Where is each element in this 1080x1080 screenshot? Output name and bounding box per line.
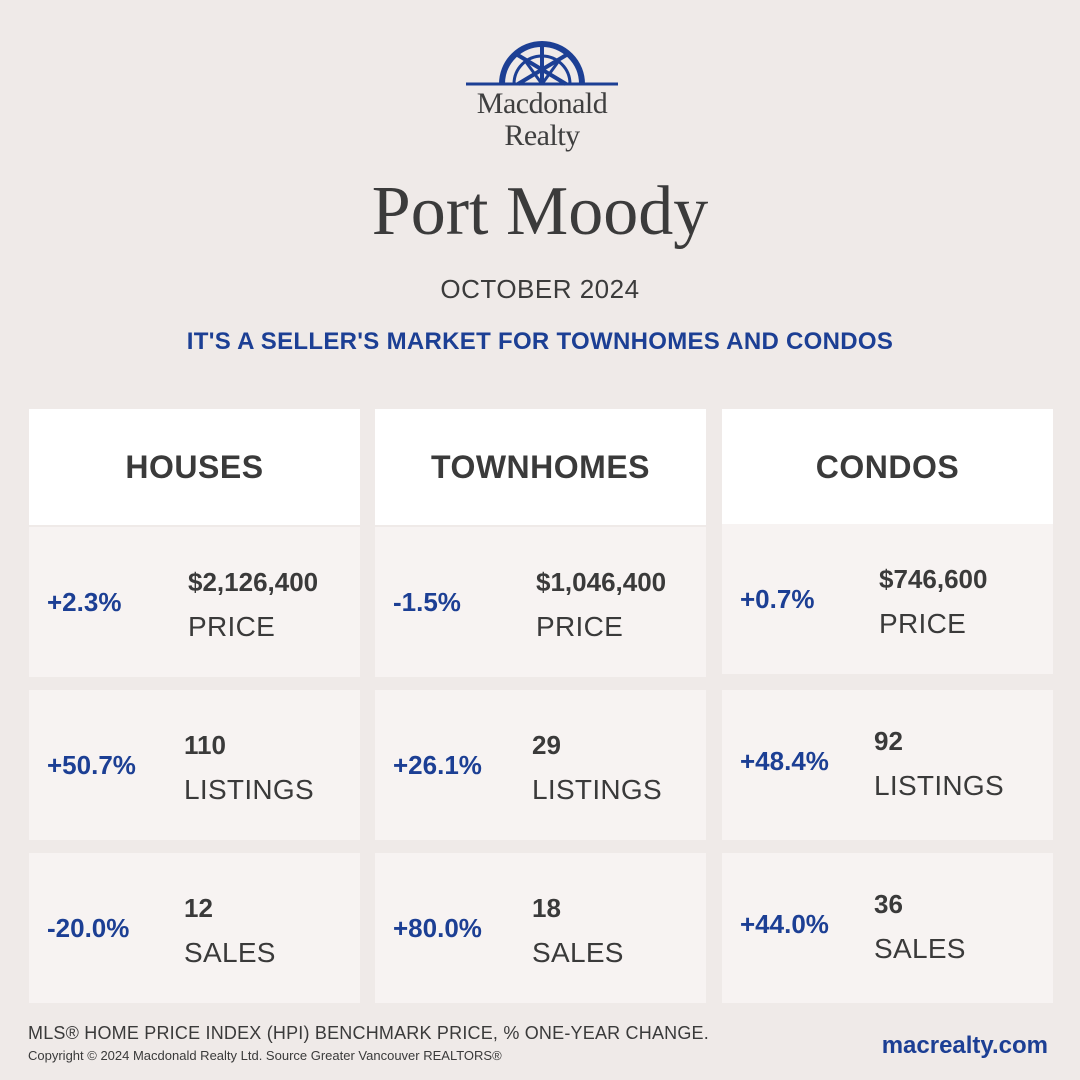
- logo-text-line1: Macdonald: [476, 87, 608, 120]
- price-card: +0.7% $746,600 PRICE: [722, 524, 1053, 674]
- sales-card: +44.0% 36 SALES: [722, 853, 1053, 1003]
- column-header: TOWNHOMES: [375, 409, 706, 525]
- listings-label: LISTINGS: [532, 774, 662, 805]
- logo-text-line2: Realty: [504, 119, 580, 152]
- listings-value: 29: [532, 730, 561, 760]
- website-link[interactable]: macrealty.com: [881, 1032, 1048, 1059]
- listings-label: LISTINGS: [184, 774, 314, 805]
- price-change: +2.3%: [47, 586, 122, 617]
- sales-label: SALES: [874, 933, 966, 964]
- copyright-text: Copyright © 2024 Macdonald Realty Ltd. S…: [28, 1048, 502, 1063]
- brand-logo: Macdonald Realty: [462, 40, 622, 165]
- sales-change: +80.0%: [393, 912, 482, 943]
- sales-value: 18: [532, 893, 561, 923]
- listings-card: +48.4% 92 LISTINGS: [722, 690, 1053, 840]
- sales-value: 12: [184, 893, 213, 923]
- column-header: HOUSES: [29, 409, 360, 525]
- listings-card: +50.7% 110 LISTINGS: [29, 690, 360, 840]
- listings-card: +26.1% 29 LISTINGS: [375, 690, 706, 840]
- price-value: $746,600: [879, 564, 988, 594]
- logo-mark-icon: [466, 41, 618, 86]
- listings-change: +48.4%: [740, 745, 829, 776]
- price-label: PRICE: [536, 611, 624, 642]
- listings-value: 92: [874, 726, 903, 756]
- hpi-footnote: MLS® HOME PRICE INDEX (HPI) BENCHMARK PR…: [28, 1023, 709, 1043]
- price-value: $2,126,400: [188, 567, 319, 597]
- sales-change: +44.0%: [740, 908, 829, 939]
- listings-change: +26.1%: [393, 749, 482, 780]
- sales-change: -20.0%: [47, 912, 130, 943]
- price-change: +0.7%: [740, 583, 815, 614]
- report-month: OCTOBER 2024: [440, 274, 640, 304]
- sales-label: SALES: [532, 937, 624, 968]
- price-label: PRICE: [879, 608, 967, 639]
- market-headline: IT'S A SELLER'S MARKET FOR TOWNHOMES AND…: [186, 328, 894, 355]
- sales-card: +80.0% 18 SALES: [375, 853, 706, 1003]
- sales-label: SALES: [184, 937, 276, 968]
- listings-label: LISTINGS: [874, 770, 1004, 801]
- price-card: -1.5% $1,046,400 PRICE: [375, 527, 706, 677]
- column-header: CONDOS: [722, 409, 1053, 525]
- price-change: -1.5%: [393, 586, 461, 617]
- sales-card: -20.0% 12 SALES: [29, 853, 360, 1003]
- townhomes-column: TOWNHOMES -1.5% $1,046,400 PRICE +26.1% …: [375, 409, 706, 1003]
- condos-column: CONDOS +0.7% $746,600 PRICE +48.4% 92 LI…: [722, 409, 1053, 1003]
- price-card: +2.3% $2,126,400 PRICE: [29, 527, 360, 677]
- sales-value: 36: [874, 889, 903, 919]
- page-title: Port Moody: [371, 173, 709, 250]
- houses-column: HOUSES +2.3% $2,126,400 PRICE +50.7% 110…: [29, 409, 360, 1003]
- listings-change: +50.7%: [47, 749, 136, 780]
- price-label: PRICE: [188, 611, 276, 642]
- listings-value: 110: [184, 730, 226, 760]
- price-value: $1,046,400: [536, 567, 667, 597]
